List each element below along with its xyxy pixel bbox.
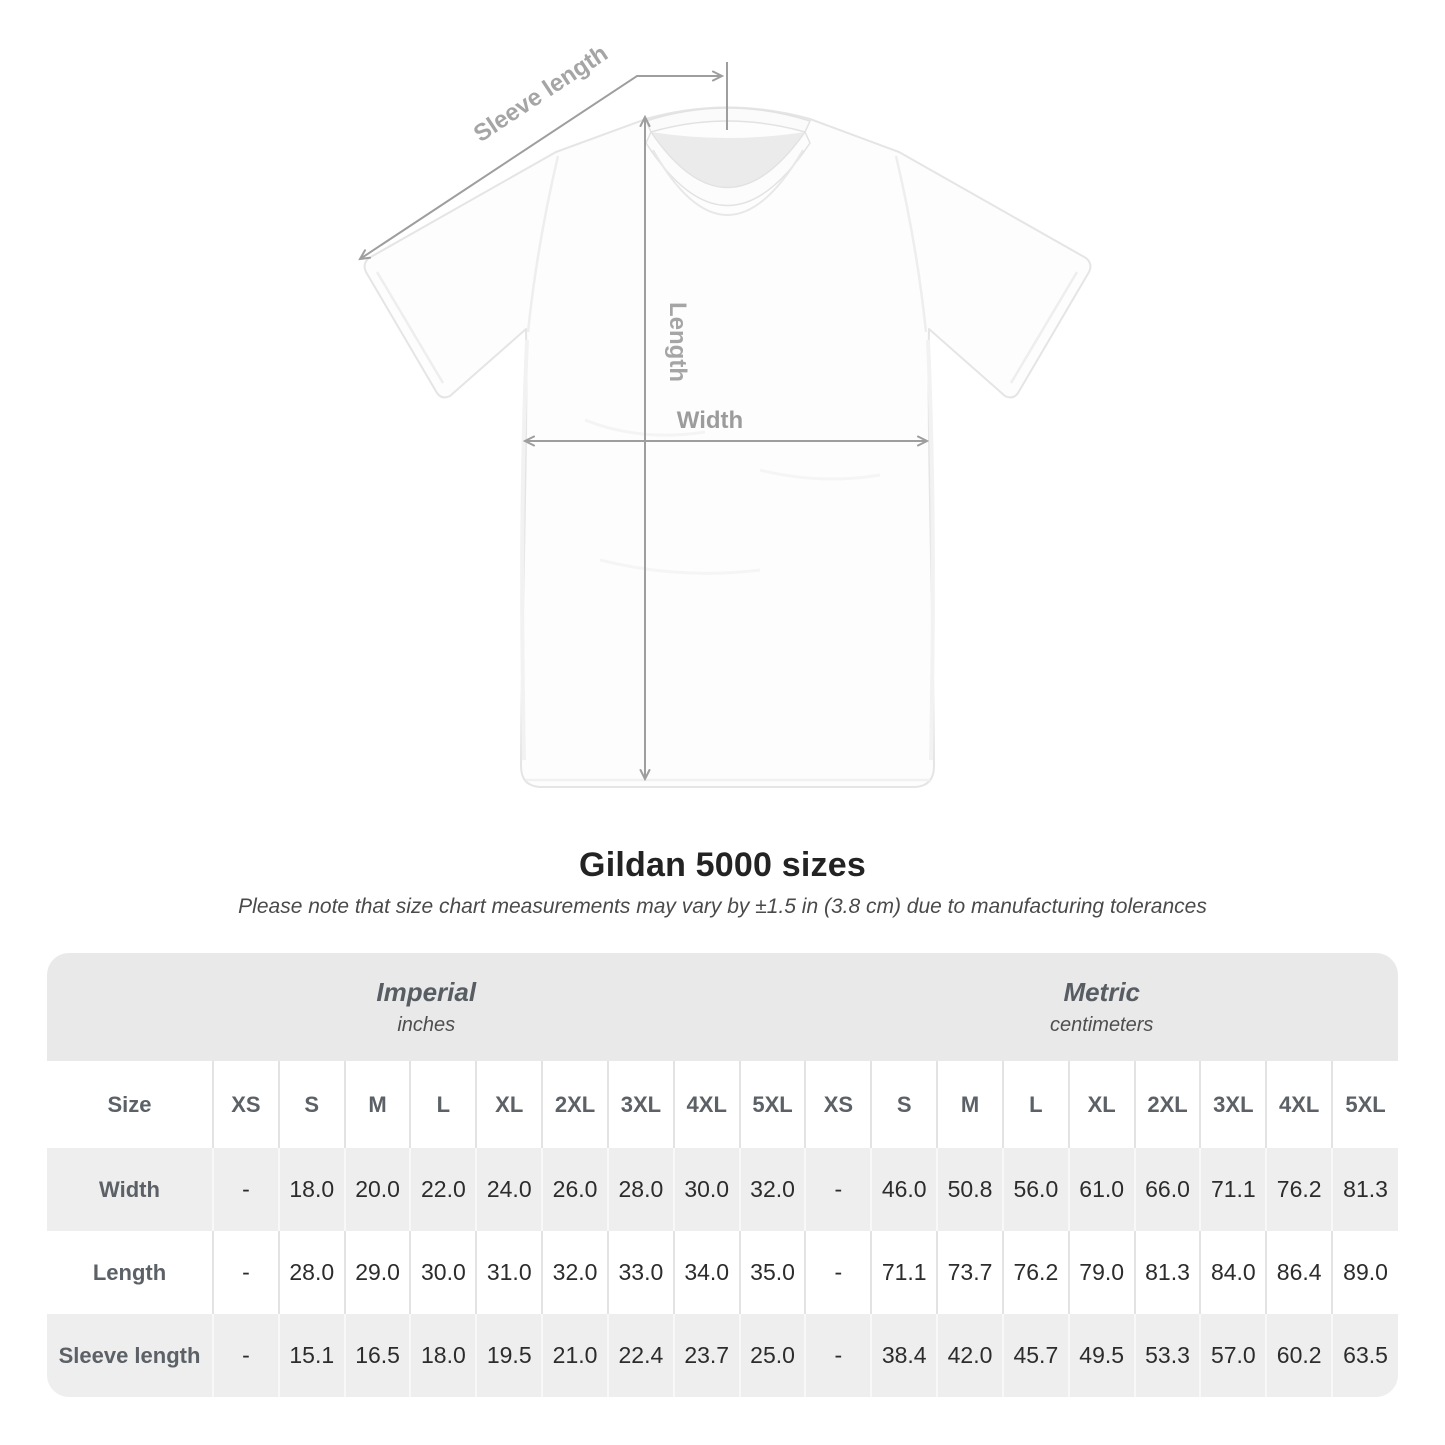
cell: 31.0: [475, 1231, 543, 1314]
cell: -: [212, 1231, 279, 1314]
cell: 71.1: [1199, 1148, 1267, 1231]
size-col-imperial-s: S: [277, 1061, 345, 1148]
cell: 63.5: [1331, 1314, 1398, 1397]
metric-sublabel: centimeters: [1050, 1014, 1154, 1037]
cell: 32.0: [541, 1231, 608, 1314]
cell: 76.2: [1001, 1231, 1069, 1314]
cell: 23.7: [672, 1314, 740, 1397]
tshirt-diagram-svg: Sleeve length Length Width: [0, 40, 1092, 788]
size-col-metric-m: M: [936, 1061, 1003, 1148]
cell: 35.0: [738, 1231, 806, 1314]
unit-group-imperial: Imperial inches: [47, 953, 806, 1061]
cell: 50.8: [936, 1148, 1003, 1231]
cell: 45.7: [1001, 1314, 1069, 1397]
cell: -: [212, 1314, 279, 1397]
size-col-imperial-3xl: 3XL: [606, 1061, 674, 1148]
cell: 76.2: [1265, 1148, 1333, 1231]
cell: 16.5: [343, 1314, 411, 1397]
size-col-imperial-xl: XL: [475, 1061, 543, 1148]
size-col-metric-5xl: 5XL: [1331, 1061, 1398, 1148]
size-col-metric-xs: XS: [804, 1061, 872, 1148]
size-col-imperial-l: L: [409, 1061, 477, 1148]
cell: 21.0: [541, 1314, 608, 1397]
sleeve-length-arrow: [360, 76, 722, 259]
size-col-metric-4xl: 4XL: [1265, 1061, 1333, 1148]
size-col-imperial-4xl: 4XL: [672, 1061, 740, 1148]
cell: 89.0: [1331, 1231, 1398, 1314]
cell: -: [804, 1148, 872, 1231]
tshirt-body: [363, 106, 1092, 788]
cell: 19.5: [475, 1314, 543, 1397]
cell: 30.0: [672, 1148, 740, 1231]
cell: 30.0: [409, 1231, 477, 1314]
table-row-length: Length - 28.0 29.0 30.0 31.0 32.0 33.0 3…: [47, 1231, 1398, 1314]
unit-group-row: Imperial inches Metric centimeters: [47, 953, 1398, 1061]
cell: -: [804, 1231, 872, 1314]
row-label-length: Length: [92, 1259, 167, 1285]
cell: 18.0: [277, 1148, 345, 1231]
tshirt-graphic: [363, 106, 1092, 788]
length-label: Length: [664, 302, 691, 382]
table-row-width: Width - 18.0 20.0 22.0 24.0 26.0 28.0 30…: [47, 1148, 1398, 1231]
cell: 56.0: [1001, 1148, 1069, 1231]
row-label-width: Width: [99, 1176, 160, 1202]
size-col-imperial-2xl: 2XL: [541, 1061, 608, 1148]
size-header: Size: [47, 1061, 213, 1148]
cell: 86.4: [1265, 1231, 1333, 1314]
cell: 46.0: [870, 1148, 938, 1231]
imperial-label: Imperial: [376, 976, 477, 1007]
tshirt-measurement-diagram: Sleeve length Length Width: [0, 40, 1092, 788]
cell: 32.0: [738, 1148, 806, 1231]
cell: 26.0: [541, 1148, 608, 1231]
cell: 25.0: [738, 1314, 806, 1397]
size-chart-table: Imperial inches Metric centimeters Size …: [47, 953, 1398, 1397]
cell: 34.0: [672, 1231, 740, 1314]
cell: 81.3: [1331, 1148, 1398, 1231]
size-col-imperial-5xl: 5XL: [738, 1061, 806, 1148]
cell: 79.0: [1067, 1231, 1135, 1314]
size-header-row: Size XS S M L XL 2XL 3XL 4XL 5XL XS S M …: [47, 1061, 1398, 1148]
size-col-metric-3xl: 3XL: [1199, 1061, 1267, 1148]
cell: 29.0: [343, 1231, 411, 1314]
size-col-metric-s: S: [870, 1061, 938, 1148]
row-label-sleeve-length: Sleeve length: [58, 1342, 201, 1368]
table-row-sleeve-length: Sleeve length - 15.1 16.5 18.0 19.5 21.0…: [47, 1314, 1398, 1397]
cell: 28.0: [277, 1231, 345, 1314]
cell: 42.0: [936, 1314, 1003, 1397]
width-label: Width: [677, 407, 743, 434]
size-chart-table-container: Imperial inches Metric centimeters Size …: [47, 953, 1398, 1397]
cell: 49.5: [1067, 1314, 1135, 1397]
page-subtitle: Please note that size chart measurements…: [238, 895, 1207, 918]
cell: 60.2: [1265, 1314, 1333, 1397]
cell: 18.0: [409, 1314, 477, 1397]
cell: 81.3: [1133, 1231, 1201, 1314]
cell: 61.0: [1067, 1148, 1135, 1231]
cell: 57.0: [1199, 1314, 1267, 1397]
cell: 53.3: [1133, 1314, 1201, 1397]
imperial-sublabel: inches: [397, 1014, 456, 1037]
cell: 24.0: [475, 1148, 543, 1231]
cell: 33.0: [606, 1231, 674, 1314]
metric-label: Metric: [1063, 976, 1141, 1007]
page-title: Gildan 5000 sizes: [579, 846, 866, 884]
cell: 71.1: [870, 1231, 938, 1314]
cell: 15.1: [277, 1314, 345, 1397]
size-col-metric-xl: XL: [1067, 1061, 1135, 1148]
cell: -: [212, 1148, 279, 1231]
cell: 22.4: [606, 1314, 674, 1397]
cell: 73.7: [936, 1231, 1003, 1314]
size-col-imperial-m: M: [343, 1061, 411, 1148]
cell: -: [804, 1314, 872, 1397]
cell: 84.0: [1199, 1231, 1267, 1314]
size-col-imperial-xs: XS: [212, 1061, 279, 1148]
sleeve-length-label: Sleeve length: [469, 40, 613, 148]
cell: 66.0: [1133, 1148, 1201, 1231]
size-col-metric-2xl: 2XL: [1133, 1061, 1201, 1148]
size-col-metric-l: L: [1001, 1061, 1069, 1148]
cell: 28.0: [606, 1148, 674, 1231]
unit-group-metric: Metric centimeters: [805, 953, 1398, 1061]
cell: 22.0: [409, 1148, 477, 1231]
cell: 38.4: [870, 1314, 938, 1397]
cell: 20.0: [343, 1148, 411, 1231]
